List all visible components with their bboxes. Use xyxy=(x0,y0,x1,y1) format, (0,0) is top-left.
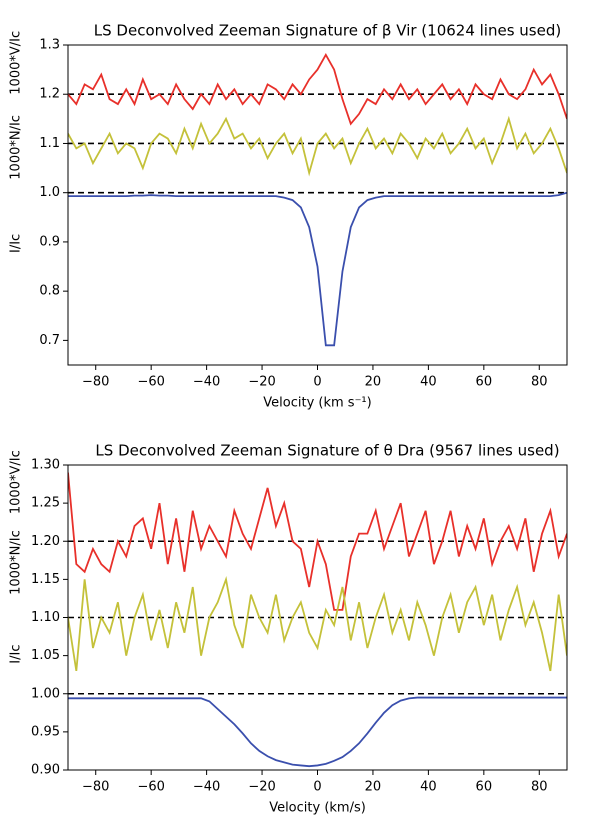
chart-title: LS Deconvolved Zeeman Signature of θ Dra… xyxy=(95,442,559,460)
y-axis-label: 1000*V/Ic xyxy=(9,450,24,514)
y-tick-label: 1.1 xyxy=(39,136,60,151)
plot-frame xyxy=(67,464,568,771)
series-line xyxy=(68,575,567,672)
x-axis-label: Velocity (km/s) xyxy=(269,801,366,816)
x-tick-label: 0 xyxy=(313,780,321,795)
x-tick-label: 40 xyxy=(420,780,437,795)
y-tick-label: 1.3 xyxy=(39,38,60,53)
y-axis-label: 1000*V/Ic xyxy=(9,31,24,95)
y-tick-label: 1.15 xyxy=(31,572,60,587)
x-tick-label: 40 xyxy=(420,375,437,390)
y-tick-label: 0.8 xyxy=(39,284,60,299)
y-tick-label: 1.0 xyxy=(39,185,60,200)
series-line xyxy=(68,696,567,768)
y-tick-label: 1.05 xyxy=(31,648,60,663)
y-tick-label: 0.90 xyxy=(31,763,60,778)
x-tick-label: 60 xyxy=(476,375,493,390)
y-axis-label: 1000*N/Ic xyxy=(9,115,24,180)
y-tick-label: 1.30 xyxy=(31,458,60,473)
y-axis-label: I/Ic xyxy=(9,234,24,253)
series-line xyxy=(68,53,567,126)
x-tick-label: −80 xyxy=(82,375,109,390)
y-tick-label: 0.9 xyxy=(39,234,60,249)
y-axis-label: 1000*N/Ic xyxy=(9,530,24,595)
x-tick-label: 80 xyxy=(531,780,548,795)
x-tick-label: −80 xyxy=(82,780,109,795)
x-tick-label: −60 xyxy=(137,780,164,795)
y-tick-label: 0.95 xyxy=(31,724,60,739)
y-tick-label: 1.25 xyxy=(31,496,60,511)
x-axis-label: Velocity (km s⁻¹) xyxy=(263,396,371,411)
x-tick-label: −40 xyxy=(193,375,220,390)
y-tick-label: 0.7 xyxy=(39,333,60,348)
y-axis-label: I/Ic xyxy=(9,644,24,663)
x-tick-label: −40 xyxy=(193,780,220,795)
x-tick-label: 80 xyxy=(531,375,548,390)
y-tick-label: 1.2 xyxy=(39,87,60,102)
x-tick-label: 60 xyxy=(476,780,493,795)
x-tick-label: 20 xyxy=(365,375,382,390)
x-tick-label: −20 xyxy=(248,375,275,390)
y-tick-label: 1.10 xyxy=(31,610,60,625)
x-tick-label: −60 xyxy=(137,375,164,390)
chart-title: LS Deconvolved Zeeman Signature of β Vir… xyxy=(94,22,561,40)
plot-frame xyxy=(67,44,568,366)
series-line xyxy=(68,115,567,177)
x-tick-label: 20 xyxy=(365,780,382,795)
y-tick-label: 1.20 xyxy=(31,534,60,549)
series-line xyxy=(68,472,567,611)
y-tick-label: 1.00 xyxy=(31,686,60,701)
series-line xyxy=(68,191,567,347)
x-tick-label: −20 xyxy=(248,780,275,795)
x-tick-label: 0 xyxy=(313,375,321,390)
